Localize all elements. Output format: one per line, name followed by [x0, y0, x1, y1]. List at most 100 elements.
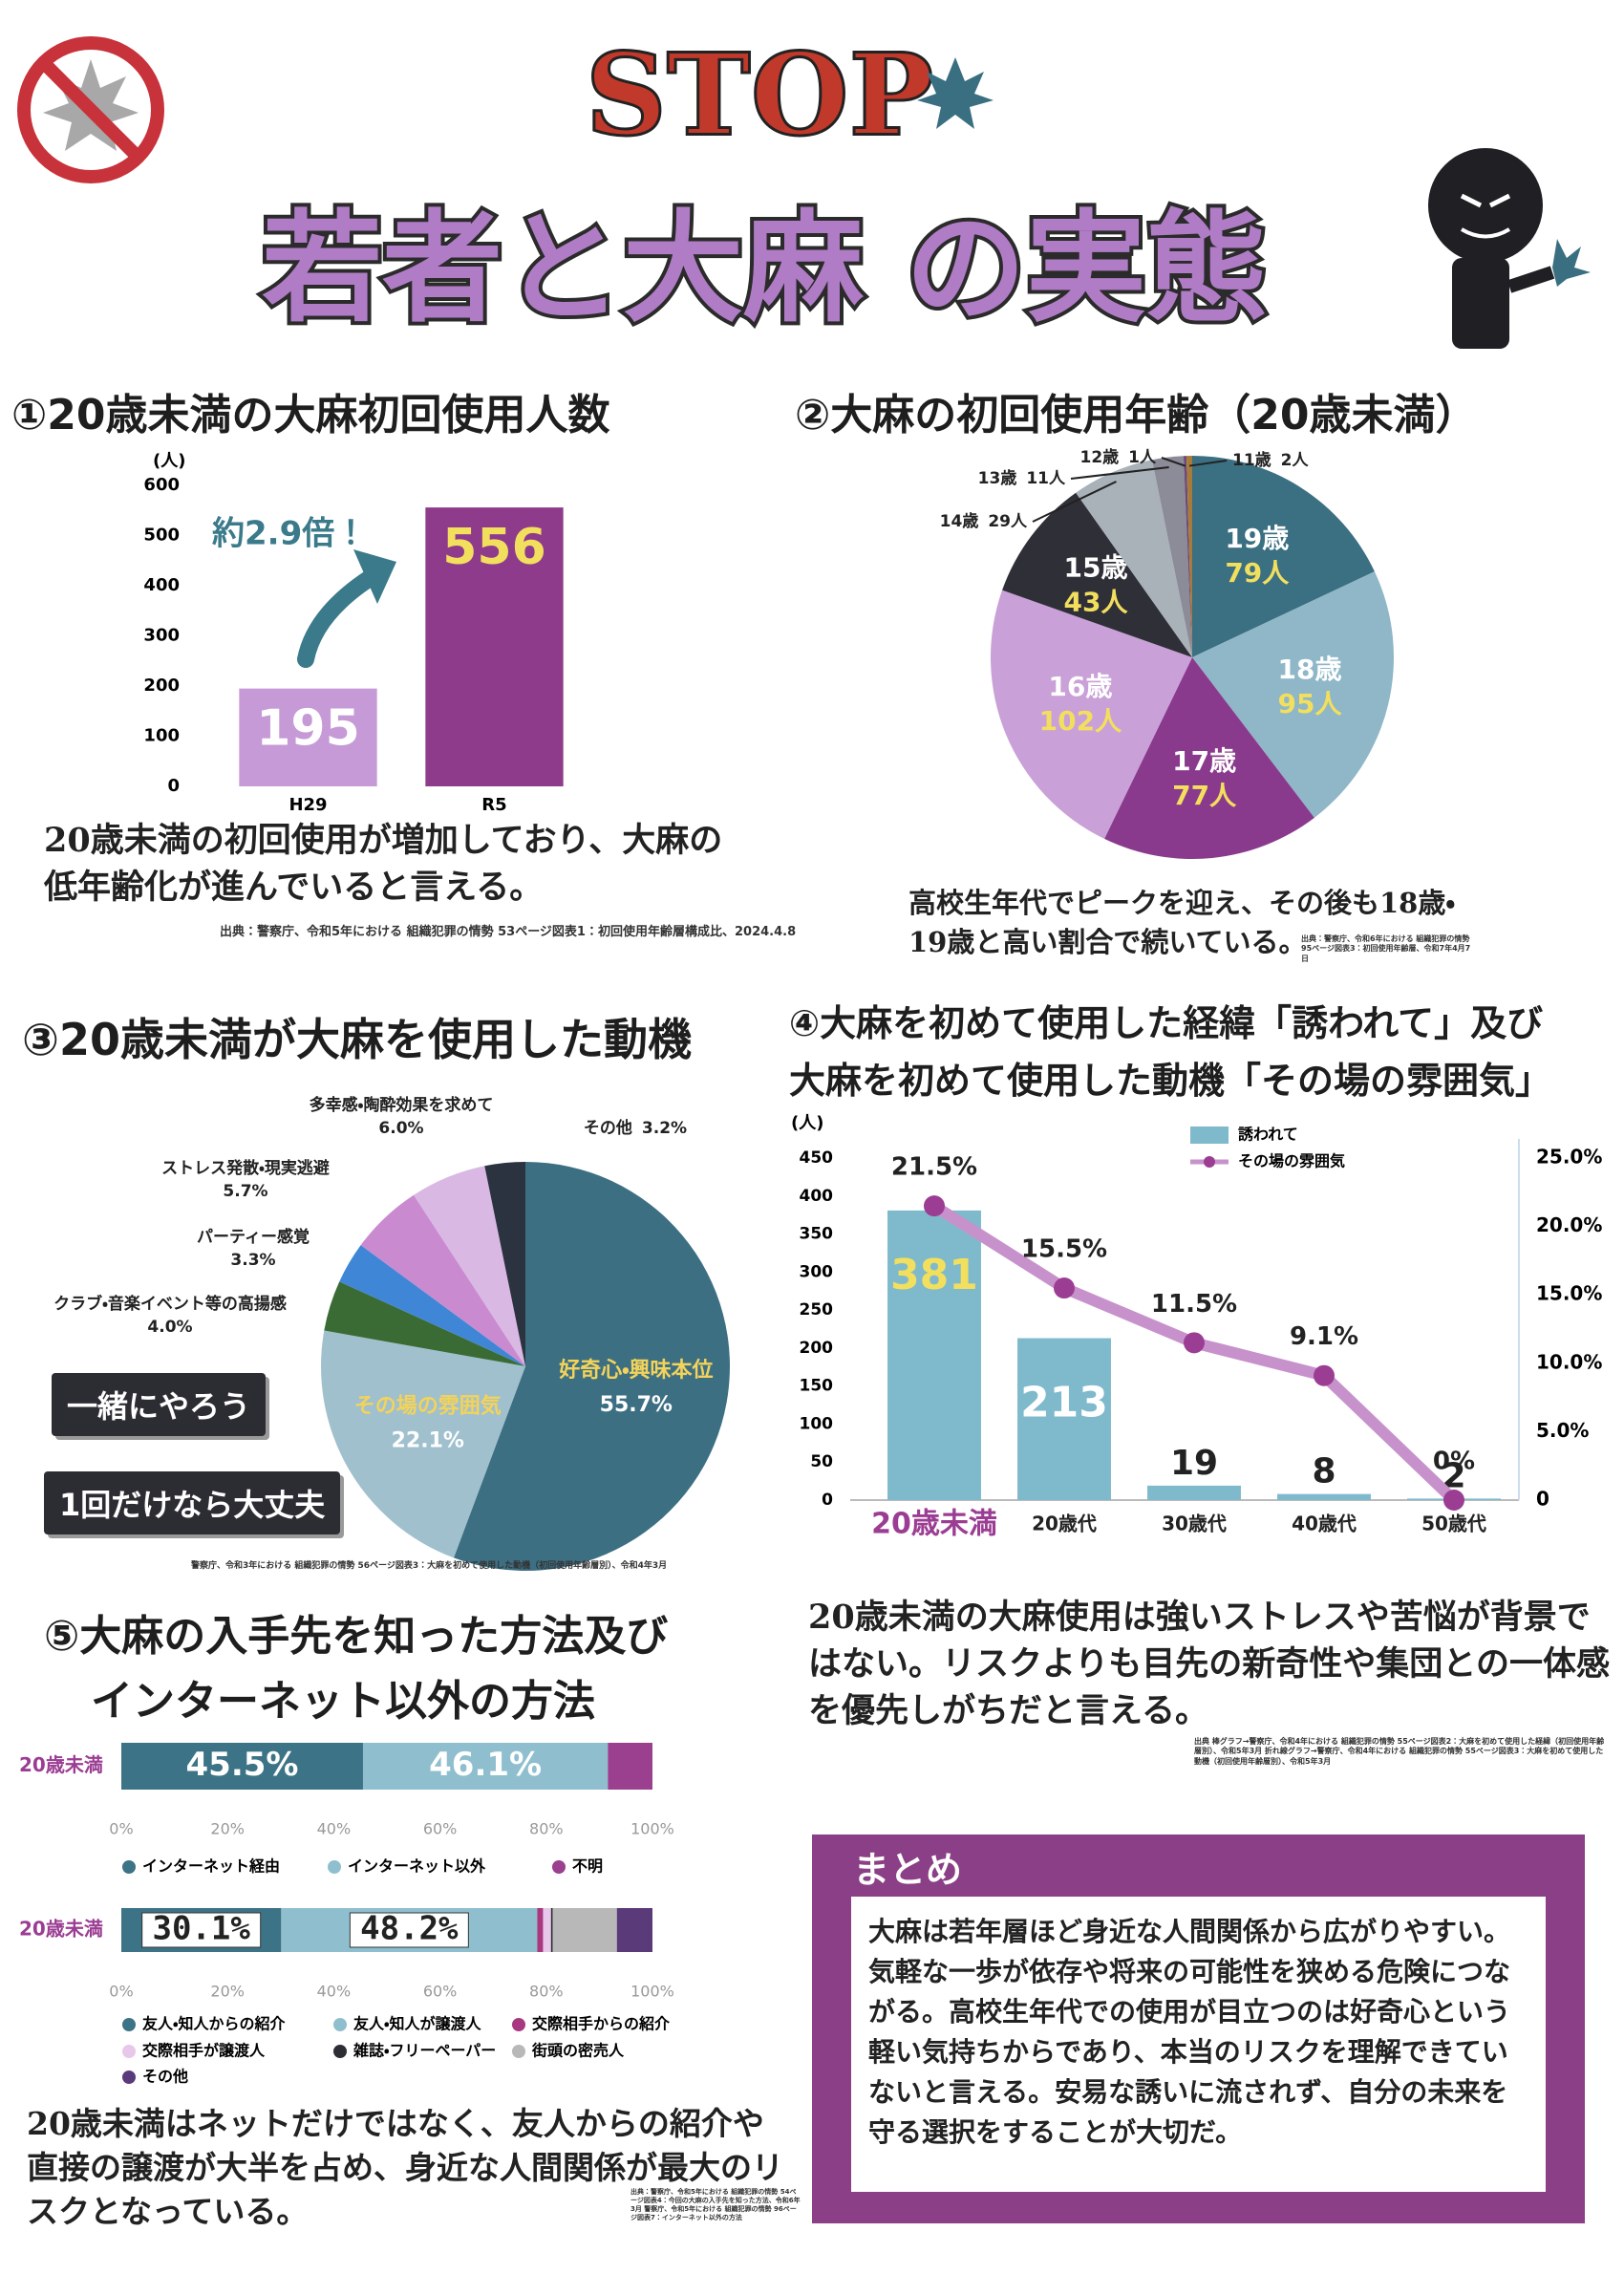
- bar-segment: [543, 1908, 551, 1952]
- bar: [239, 688, 377, 786]
- leader-line: [1188, 460, 1228, 467]
- legend-swatch: [122, 2071, 136, 2084]
- section-text: 20歳未満の大麻使用は強いストレスや苦悩が背景ではない。リスクよりも目先の新奇性…: [808, 1598, 1610, 1730]
- legend-label: インターネット以外: [348, 1857, 486, 1876]
- y-tick-label: 100: [143, 726, 180, 746]
- x-tick-label: R5: [481, 795, 506, 815]
- section-heading: 大麻を初めて使用した動機「その場の雰囲気」: [789, 1060, 1552, 1102]
- y-tick-label: 250: [800, 1300, 834, 1320]
- slice-value: 3.3%: [230, 1251, 275, 1270]
- y-tick-label: 200: [800, 1339, 834, 1358]
- bar: [425, 507, 564, 786]
- legend-swatch: [122, 1860, 136, 1874]
- slice-category: 16歳: [1048, 671, 1112, 702]
- line-value-label: 9.1%: [1290, 1322, 1358, 1351]
- slice-label: 14歳 29人: [940, 511, 1028, 531]
- x-tick-label: 0%: [109, 1820, 133, 1838]
- slice-value: 3.2%: [642, 1119, 687, 1138]
- line-marker: [1184, 1332, 1205, 1354]
- no-cannabis-icon: [17, 36, 164, 183]
- x-tick-label: 30歳代: [1162, 1513, 1227, 1535]
- slice-category: 好奇心・興味本位: [559, 1358, 713, 1383]
- bar-segment: [537, 1908, 544, 1952]
- y-tick-label: 200: [143, 676, 180, 696]
- value-label-box: [349, 1912, 469, 1948]
- slice-category: 11歳: [1232, 450, 1271, 470]
- slice-value: 6.0%: [378, 1119, 423, 1138]
- legend-label: インターネット経由: [142, 1857, 280, 1876]
- legend-label: 不明: [572, 1857, 603, 1876]
- section-heading: ④大麻を初めて使用した経緯「誘われて」及び: [789, 1002, 1544, 1044]
- leader-line: [1070, 466, 1169, 480]
- legend-swatch: [1190, 1127, 1229, 1144]
- line-value-label: 0%: [1433, 1448, 1475, 1476]
- y-tick-label: 300: [143, 626, 180, 646]
- slice-label: その他 3.2%: [584, 1118, 687, 1138]
- x-tick-label: 20歳未満: [871, 1508, 997, 1541]
- slice-label: 17歳 77人: [1172, 745, 1237, 811]
- pie-slice: [339, 1245, 525, 1366]
- line-marker: [1314, 1364, 1335, 1386]
- legend-swatch: [512, 2045, 525, 2058]
- slice-category: その他: [584, 1118, 632, 1138]
- slice-label: その場の雰囲気 22.1%: [354, 1393, 502, 1452]
- y-tick-label: 150: [800, 1377, 834, 1396]
- pie-slice: [1152, 456, 1192, 657]
- pie-slice: [1186, 456, 1192, 657]
- line-value-label: 21.5%: [891, 1153, 977, 1182]
- slice-label: 12歳 1人: [1079, 447, 1157, 467]
- slice-value: 77人: [1172, 780, 1237, 811]
- legend-swatch: [333, 2018, 347, 2031]
- slice-value: 2人: [1281, 451, 1310, 470]
- bar-segment: [608, 1743, 652, 1790]
- bar-value-label: 48.2%: [360, 1910, 459, 1948]
- annotation: 約2.9倍！: [212, 515, 367, 553]
- bar-segment: [616, 1908, 652, 1952]
- y2-tick-label: 20.0%: [1536, 1213, 1602, 1236]
- slice-category: 17歳: [1172, 745, 1236, 777]
- legend-label: その他: [142, 2068, 188, 2086]
- slice-value: 29人: [988, 512, 1028, 531]
- y-tick-label: 20歳未満: [19, 1753, 103, 1776]
- x-tick-label: 20%: [210, 1820, 245, 1838]
- bar-value-label: 556: [442, 519, 546, 576]
- source-note: 出典：警察庁、令和5年における 組織犯罪の情勢 53ページ図表1：初回使用年齢層…: [220, 925, 797, 939]
- legend-label: 友人・知人が譲渡人: [353, 2015, 481, 2033]
- slice-value: 95人: [1277, 688, 1342, 719]
- slice-label: 18歳 95人: [1277, 654, 1342, 719]
- y-tick-label: 300: [800, 1262, 834, 1281]
- x-tick-label: 40%: [317, 1983, 352, 2001]
- y-tick-label: 400: [800, 1187, 834, 1206]
- section-heading: ②大麻の初回使用年齢（20歳未満）: [795, 391, 1478, 440]
- legend-label: 友人・知人からの紹介: [142, 2015, 285, 2033]
- x-tick-label: 20歳代: [1032, 1513, 1097, 1535]
- y-tick-label: 100: [800, 1414, 834, 1433]
- slice-label: 15歳 43人: [1064, 552, 1129, 618]
- legend-swatch: [122, 2045, 136, 2058]
- leader-line: [1032, 481, 1117, 523]
- slice-value: 55.7%: [600, 1393, 673, 1417]
- bar: [1277, 1493, 1371, 1500]
- pie-slice: [1104, 657, 1314, 860]
- section-heading: ①20歳未満の大麻初回使用人数: [11, 391, 610, 440]
- legend-label: 誘われて: [1238, 1126, 1298, 1144]
- slice-category: その場の雰囲気: [354, 1393, 502, 1418]
- y-tick-label: 600: [143, 475, 180, 495]
- section-text: 20歳未満の初回使用が増加しており、大麻の低年齢化が進んでいると言える。: [44, 821, 723, 907]
- slice-label: 16歳 102人: [1039, 671, 1122, 737]
- slice-label: ストレス発散・現実逃避 5.7%: [161, 1158, 330, 1201]
- bar-value-label: 381: [890, 1251, 978, 1299]
- y-tick-label: 50: [810, 1452, 833, 1471]
- callout: 1回だけなら大丈夫: [44, 1471, 341, 1534]
- slice-value: 102人: [1039, 705, 1122, 737]
- y2-tick-label: 0: [1536, 1488, 1549, 1511]
- slice-category: 12歳: [1079, 447, 1119, 467]
- pie-slice: [324, 1281, 525, 1366]
- pie-slice: [1076, 460, 1192, 657]
- bar-segment: [121, 1743, 363, 1790]
- y-axis-label: (人): [791, 1113, 823, 1133]
- legend-label: 街頭の密売人: [531, 2042, 625, 2060]
- pie-slice: [484, 1162, 525, 1366]
